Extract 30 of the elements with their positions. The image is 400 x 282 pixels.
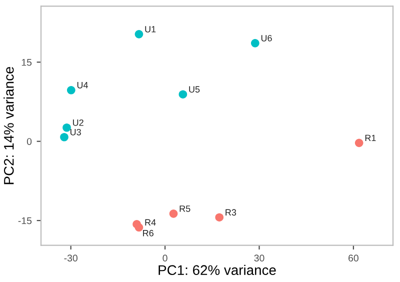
annotation: U3 xyxy=(70,128,81,136)
annotation: U2 xyxy=(73,119,84,126)
annotation: U1 xyxy=(145,26,156,32)
x-tick-label: -30 xyxy=(64,254,78,262)
point xyxy=(250,38,260,48)
x-tick-label: 30 xyxy=(254,254,264,262)
x-tick-label: 60 xyxy=(348,254,358,262)
point xyxy=(134,30,144,38)
y-axis-title: PC2: 14% variance xyxy=(4,66,14,184)
x-axis-title: PC1: 62% variance xyxy=(158,264,276,276)
point xyxy=(354,138,364,148)
point xyxy=(66,86,76,94)
annotation: R5 xyxy=(180,206,190,212)
annotation: R1 xyxy=(365,134,376,142)
point xyxy=(169,210,178,218)
y-tick-label: 15 xyxy=(22,58,32,66)
point xyxy=(60,132,68,142)
annotation: R3 xyxy=(226,209,236,216)
x-tick-label: 0 xyxy=(162,254,168,262)
y-tick-label: -15 xyxy=(18,217,32,224)
annotation: U4 xyxy=(77,82,88,88)
annotation: R6 xyxy=(143,230,154,236)
point xyxy=(62,123,71,132)
annotation: U5 xyxy=(189,86,200,93)
point xyxy=(132,220,141,228)
point xyxy=(215,213,224,222)
y-tick-label: 0 xyxy=(26,138,32,145)
annotation: R4 xyxy=(145,219,156,226)
annotation: U6 xyxy=(261,34,272,42)
point xyxy=(178,90,188,99)
